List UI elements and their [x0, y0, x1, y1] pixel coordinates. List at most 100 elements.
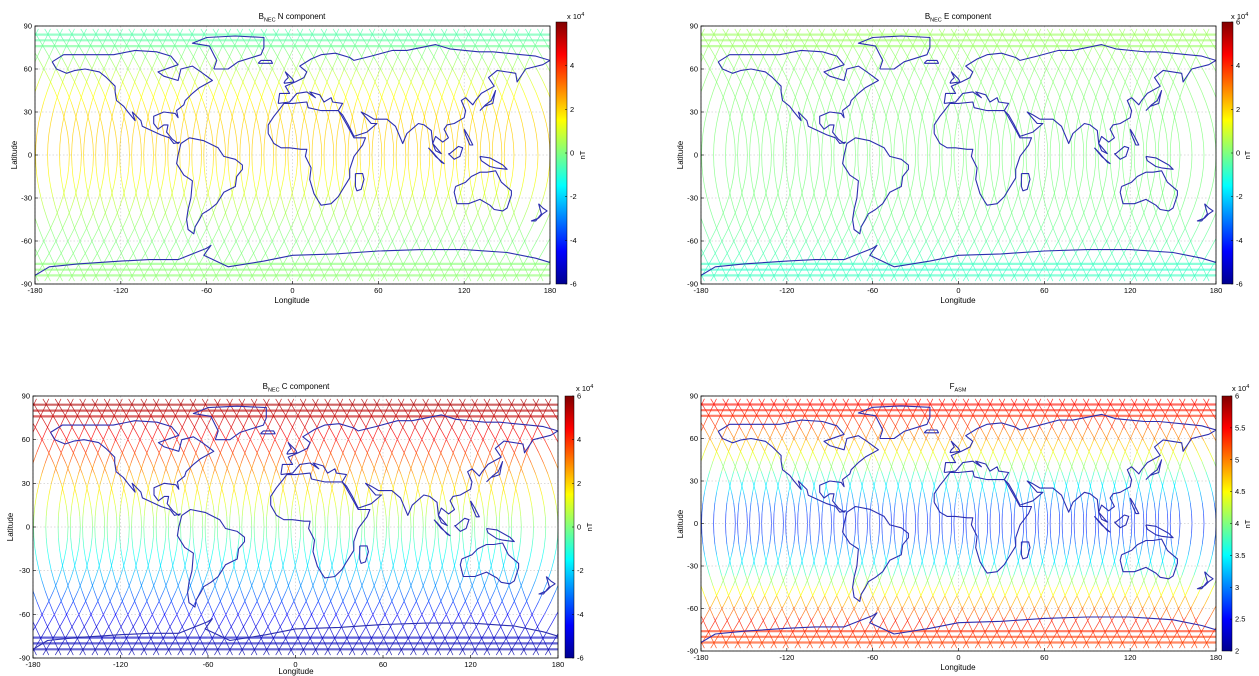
ground-track-segment — [24, 50, 29, 61]
ground-track-segment — [170, 590, 177, 602]
ground-track-segment — [135, 238, 142, 250]
ground-track-segment — [905, 133, 908, 145]
ground-track-segment — [63, 494, 67, 506]
ground-track-segment — [27, 39, 33, 50]
ground-track-segment — [1141, 60, 1147, 72]
ground-track-segment — [188, 70, 195, 82]
ground-track-segment — [1181, 217, 1186, 229]
ground-track-segment — [953, 249, 960, 261]
ground-track-segment — [1071, 228, 1078, 240]
ground-track-segment — [326, 228, 332, 240]
ground-track-segment — [1109, 81, 1114, 93]
ground-track-segment — [1145, 81, 1150, 93]
ground-track-segment — [776, 70, 782, 82]
ground-track-segment — [819, 249, 826, 261]
ground-track-segment — [769, 133, 772, 145]
ground-track-segment — [99, 60, 106, 72]
ground-track-segment — [122, 112, 126, 124]
ground-track-segment — [1139, 175, 1143, 187]
ground-track-segment — [937, 165, 940, 177]
ground-track-segment — [1085, 249, 1092, 261]
ground-track-segment — [312, 123, 316, 135]
ground-track-segment — [266, 70, 272, 82]
ground-track-segment — [473, 175, 477, 187]
ground-track-segment — [1107, 49, 1115, 61]
ground-track-segment — [932, 70, 938, 82]
ground-track-segment — [25, 124, 27, 135]
ground-track-segment — [1109, 249, 1116, 261]
ground-track-segment — [1073, 249, 1080, 261]
ground-track-segment — [507, 228, 513, 240]
ground-track-segment — [977, 133, 980, 145]
ground-track-segment — [726, 175, 729, 187]
ground-track-segment — [793, 91, 798, 103]
ground-track-segment — [844, 81, 850, 93]
ground-track-segment — [1037, 81, 1042, 93]
ground-track-segment — [352, 102, 357, 114]
ground-track-segment — [928, 217, 934, 229]
ground-track-segment — [323, 196, 328, 208]
ground-track-segment — [1018, 102, 1023, 114]
ground-track-segment — [226, 217, 232, 229]
ground-track-segment — [689, 81, 693, 92]
ground-track-segment — [208, 196, 213, 208]
ground-track-segment — [228, 175, 232, 187]
ground-track-segment — [323, 81, 328, 93]
ground-track-segment — [79, 622, 87, 634]
ground-track-segment — [812, 112, 817, 124]
ground-track-segment — [131, 196, 136, 208]
ground-track-segment — [527, 249, 534, 261]
ground-track-segment — [223, 91, 228, 103]
ground-track-segment — [434, 186, 438, 198]
ground-track-segment — [422, 228, 428, 240]
ground-track-segment — [1049, 102, 1054, 114]
ground-track-segment — [549, 70, 550, 73]
ground-track-segment — [62, 186, 66, 198]
ground-track-segment — [149, 175, 153, 187]
ground-track-segment — [357, 70, 364, 82]
ground-track-segment — [314, 112, 318, 124]
ground-track-segment — [1090, 102, 1095, 114]
ground-track-segment — [191, 196, 196, 208]
ground-track-segment — [944, 70, 950, 82]
ground-track-segment — [84, 123, 87, 135]
ground-track-segment — [3, 71, 7, 82]
ground-track-segment — [393, 249, 401, 261]
ground-track-segment — [940, 217, 946, 229]
ground-track-segment — [821, 249, 827, 261]
ground-track-segment — [247, 207, 252, 219]
ground-track-segment — [44, 452, 50, 464]
ground-track-segment — [35, 81, 40, 93]
ground-track-segment — [887, 123, 891, 135]
ground-track-segment — [704, 112, 708, 124]
ground-track-segment — [251, 249, 258, 261]
ground-track-segment — [116, 601, 123, 613]
ground-track-segment — [17, 197, 20, 208]
ground-track-segment — [182, 186, 187, 198]
ground-track-segment — [128, 70, 135, 82]
ground-track-segment — [36, 123, 39, 135]
ground-track-segment — [171, 238, 178, 250]
ground-track-segment — [904, 81, 910, 93]
ground-track-segment — [44, 70, 51, 82]
ground-track-segment — [250, 217, 256, 229]
ground-track-segment — [1151, 175, 1155, 187]
ground-track-segment — [1053, 238, 1060, 250]
ground-track-segment — [293, 175, 297, 187]
ground-track-segment — [945, 238, 952, 250]
ground-track-segment — [129, 249, 136, 261]
ground-track-segment — [917, 133, 920, 145]
ground-track-segment — [122, 112, 127, 124]
ground-track-segment — [980, 112, 984, 124]
ground-track-segment — [297, 49, 305, 61]
ground-track-segment — [745, 165, 748, 177]
ground-track-segment — [1013, 196, 1018, 208]
ground-track-segment — [762, 123, 765, 135]
ground-track-segment — [41, 580, 46, 592]
grid-lines — [700, 25, 1217, 285]
ground-track-segment — [1029, 238, 1036, 250]
ground-track-segment — [800, 217, 806, 229]
ground-track-segment — [480, 133, 482, 145]
ground-track-segment — [73, 217, 80, 229]
ground-track-segment — [864, 60, 871, 72]
